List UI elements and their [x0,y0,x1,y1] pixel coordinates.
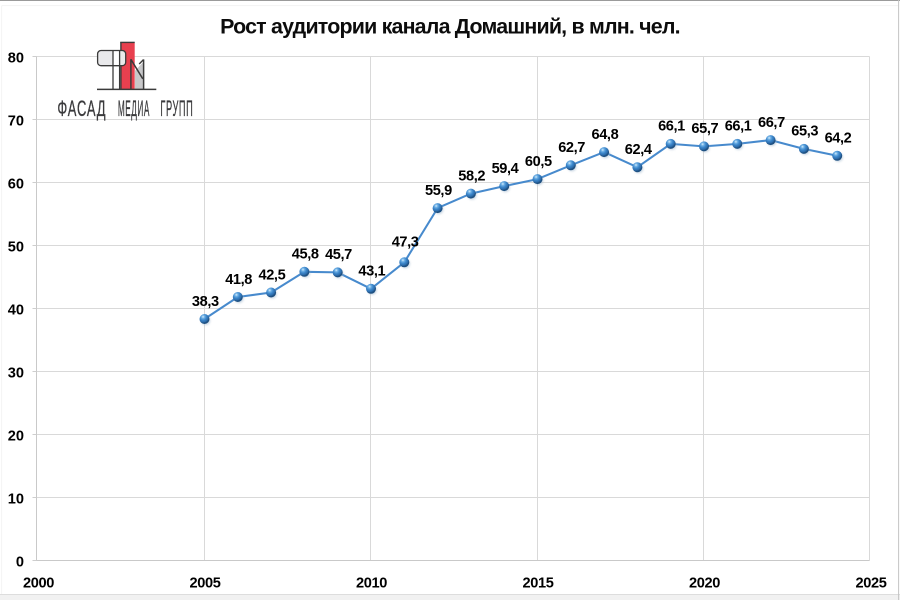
svg-text:60,5: 60,5 [525,154,552,170]
svg-text:43,1: 43,1 [358,264,385,280]
svg-text:2025: 2025 [856,575,887,591]
svg-text:2000: 2000 [23,575,54,591]
svg-text:10: 10 [8,492,24,508]
svg-text:42,5: 42,5 [258,267,285,283]
svg-text:80: 80 [8,51,24,67]
svg-text:2005: 2005 [190,575,221,591]
svg-text:2015: 2015 [523,575,554,591]
svg-text:65,3: 65,3 [791,124,818,140]
svg-text:40: 40 [8,303,24,319]
svg-text:47,3: 47,3 [392,235,419,251]
svg-text:66,1: 66,1 [658,119,685,135]
svg-text:59,4: 59,4 [492,161,520,177]
svg-text:66,1: 66,1 [725,119,752,135]
svg-text:66,7: 66,7 [758,115,785,131]
svg-text:ГРУПП: ГРУПП [160,97,193,122]
svg-text:70: 70 [8,114,24,130]
svg-text:65,7: 65,7 [691,121,718,137]
svg-text:55,9: 55,9 [425,183,452,199]
svg-text:60: 60 [8,177,24,193]
svg-text:0: 0 [16,555,24,571]
svg-text:64,2: 64,2 [825,131,852,147]
svg-text:2010: 2010 [356,575,387,591]
svg-text:64,8: 64,8 [591,127,618,143]
svg-text:38,3: 38,3 [192,294,219,310]
svg-text:20: 20 [8,429,24,445]
svg-text:45,8: 45,8 [292,247,319,263]
svg-text:Рост аудитории канала Домашний: Рост аудитории канала Домашний, в млн. ч… [220,15,680,39]
svg-text:41,8: 41,8 [225,272,252,288]
svg-text:МЕДИА: МЕДИА [118,96,150,121]
svg-text:62,4: 62,4 [625,142,653,158]
svg-text:2020: 2020 [689,575,720,591]
svg-text:30: 30 [8,366,24,382]
svg-text:62,7: 62,7 [558,140,585,156]
svg-text:50: 50 [8,240,24,256]
svg-text:58,2: 58,2 [458,168,485,184]
svg-text:45,7: 45,7 [325,247,352,263]
svg-text:ФАСАД: ФАСАД [57,97,106,121]
